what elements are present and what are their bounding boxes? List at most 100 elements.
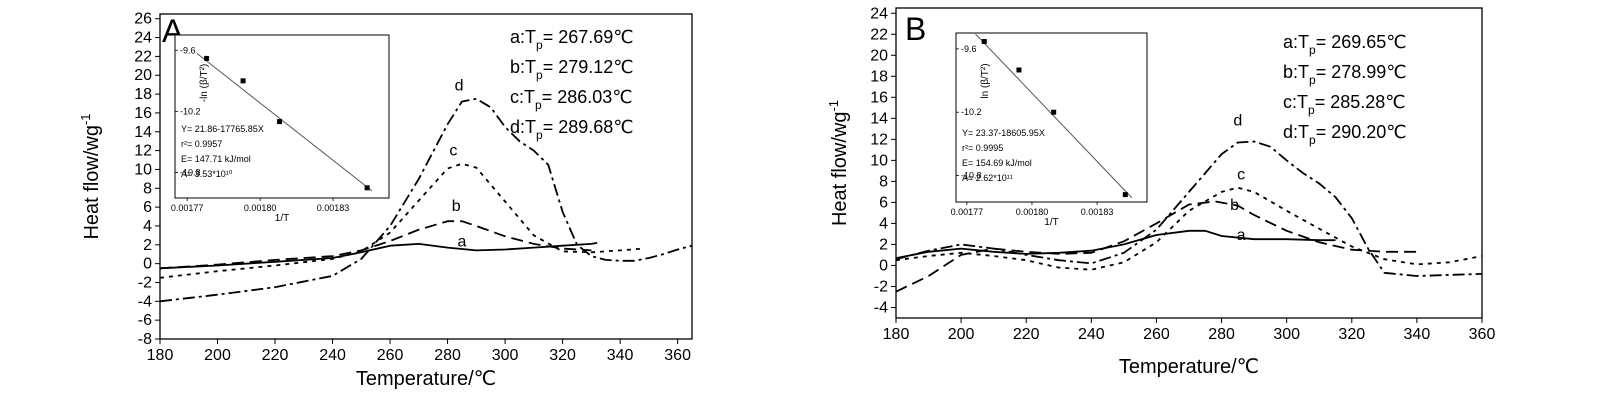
y-tick-label: 4 [879,215,888,232]
tp-annotation-sub: p [1309,73,1316,87]
x-tick-label: 180 [147,347,174,364]
x-tick-label: 260 [377,347,404,364]
y-tick-label: -2 [874,278,888,295]
inset-x-axis-title: 1/T [275,213,289,224]
y-tick-label: 10 [870,152,888,169]
series-label-d: d [1233,113,1242,130]
y-axis-title: Heat flow/wg-1 [826,100,851,226]
x-tick-label: 240 [319,347,346,364]
tp-annotation-value: = 279.12℃ [543,57,634,77]
y-tick-label: 22 [870,26,888,43]
inset-x-axis-title: 1/T [1044,217,1058,228]
inset-data-point [240,78,246,84]
x-axis-title: Temperature/℃ [1119,356,1259,378]
series-line-a [895,229,1336,259]
tp-annotation-sub: p [536,38,543,52]
y-tick-label: 16 [134,105,152,122]
inset-y-tick-label: -10.8 [180,168,201,178]
y-tick-label: 4 [143,218,152,235]
tp-annotation: b:Tp= 278.99℃ [1283,62,1407,87]
series-line-c [159,162,644,279]
y-tick-label: 14 [870,110,888,127]
series-label-c: c [449,142,457,159]
tp-annotation-sub: p [535,98,542,112]
x-tick-label: 180 [883,326,910,343]
inset-data-point [364,185,370,191]
y-tick-label: 22 [134,48,152,65]
inset-x-tick-label: 0.00177 [171,203,204,213]
y-tick-label: -2 [138,274,152,291]
series-label-b: b [452,198,461,215]
tp-annotation-sub: p [536,128,543,142]
inset-data-point [204,55,210,61]
inset-x-tick-label: 0.00183 [317,203,350,213]
inset-x-tick-label: 0.00180 [1016,207,1049,217]
inset-fit-line [196,52,373,192]
y-axis-title: Heat flow/wg-1 [78,113,103,239]
x-tick-label: 300 [1273,326,1300,343]
tp-annotation-value: = 269.65℃ [1316,32,1407,52]
x-tick-label: 320 [1338,326,1365,343]
x-axis-title: Temperature/℃ [356,368,496,390]
tp-annotation: c:Tp= 286.03℃ [510,87,632,112]
inset-annotation: r²= 0.9995 [962,143,1003,153]
y-tick-label: 0 [143,256,152,273]
inset-chart: 0.00177 0.00180 0.00183 -9.6 -10.2 -10.8 1/T ln… [951,32,1148,228]
tp-annotation: d:Tp= 290.20℃ [1283,122,1407,147]
series-label-a: a [457,234,466,251]
series-line-b [895,200,1417,293]
y-tick-label: 24 [134,30,152,47]
y-tick-label: 6 [143,199,152,216]
inset-fit-line [975,33,1133,199]
inset-data-point [1016,67,1022,73]
tp-annotation-value: = 286.03℃ [542,87,633,107]
y-tick-label: 12 [870,131,888,148]
inset-chart: 0.00177 0.00180 0.00183 -9.6 -10.2 -10.8 1/T -l… [171,34,390,224]
y-tick-label: 0 [879,257,888,274]
plot-frame [159,13,693,340]
x-tick-label: 220 [262,347,289,364]
x-tick-label: 280 [434,347,461,364]
y-tick-label: -4 [874,299,888,316]
y-tick-label: 2 [143,237,152,254]
tp-annotation-sub: p [1309,133,1316,147]
inset-y-tick-label: -10.8 [961,171,982,181]
inset-annotation: Y= 21.86-17765.85X [181,124,264,134]
tp-annotation-value: = 289.68℃ [543,117,634,137]
inset-y-tick-label: -9.6 [961,44,977,54]
inset-annotation: A= 2.62*10¹¹ [962,173,1013,183]
inset-y-tick-label: -10.2 [180,106,201,116]
panel-letter: B [905,11,926,47]
x-tick-label: 340 [1404,326,1431,343]
x-tick-label: 300 [492,347,519,364]
tp-annotation-value: = 267.69℃ [543,27,634,47]
tp-annotation: a:Tp= 267.69℃ [510,27,634,52]
y-tick-label: 18 [134,86,152,103]
series-label-d: d [455,77,464,94]
tp-annotation: c:Tp= 285.28℃ [1283,92,1405,117]
tp-annotation: d:Tp= 289.68℃ [510,117,634,142]
inset-frame [174,34,390,199]
plot-frame [895,7,1483,319]
x-tick-label: 240 [1078,326,1105,343]
series-line-a [159,242,598,270]
inset-y-axis-title: -ln (β/T²) [199,64,210,103]
x-tick-label: 260 [1143,326,1170,343]
panel-b: 180 200 220 240 260 280 300 320 340 360-4-2024681… [826,5,1495,378]
tp-annotation: a:Tp= 269.65℃ [1283,32,1407,57]
inset-x-tick-label: 0.00177 [951,207,984,217]
inset-x-tick-label: 0.00180 [244,203,277,213]
tp-annotation-sub: p [1308,103,1315,117]
y-tick-label: 18 [870,68,888,85]
tp-annotation-sub: p [1309,43,1316,57]
inset-data-point [1122,192,1128,198]
series-line-d [895,140,1483,277]
tp-annotation-value: = 290.20℃ [1316,122,1407,142]
inset-annotation: E= 154.69 kJ/mol [962,158,1032,168]
y-tick-label: 20 [870,47,888,64]
tp-annotation-sub: p [536,68,543,82]
inset-data-point [277,119,283,125]
inset-y-tick-label: -10.2 [961,107,982,117]
x-tick-label: 280 [1208,326,1235,343]
x-tick-label: 360 [664,347,691,364]
